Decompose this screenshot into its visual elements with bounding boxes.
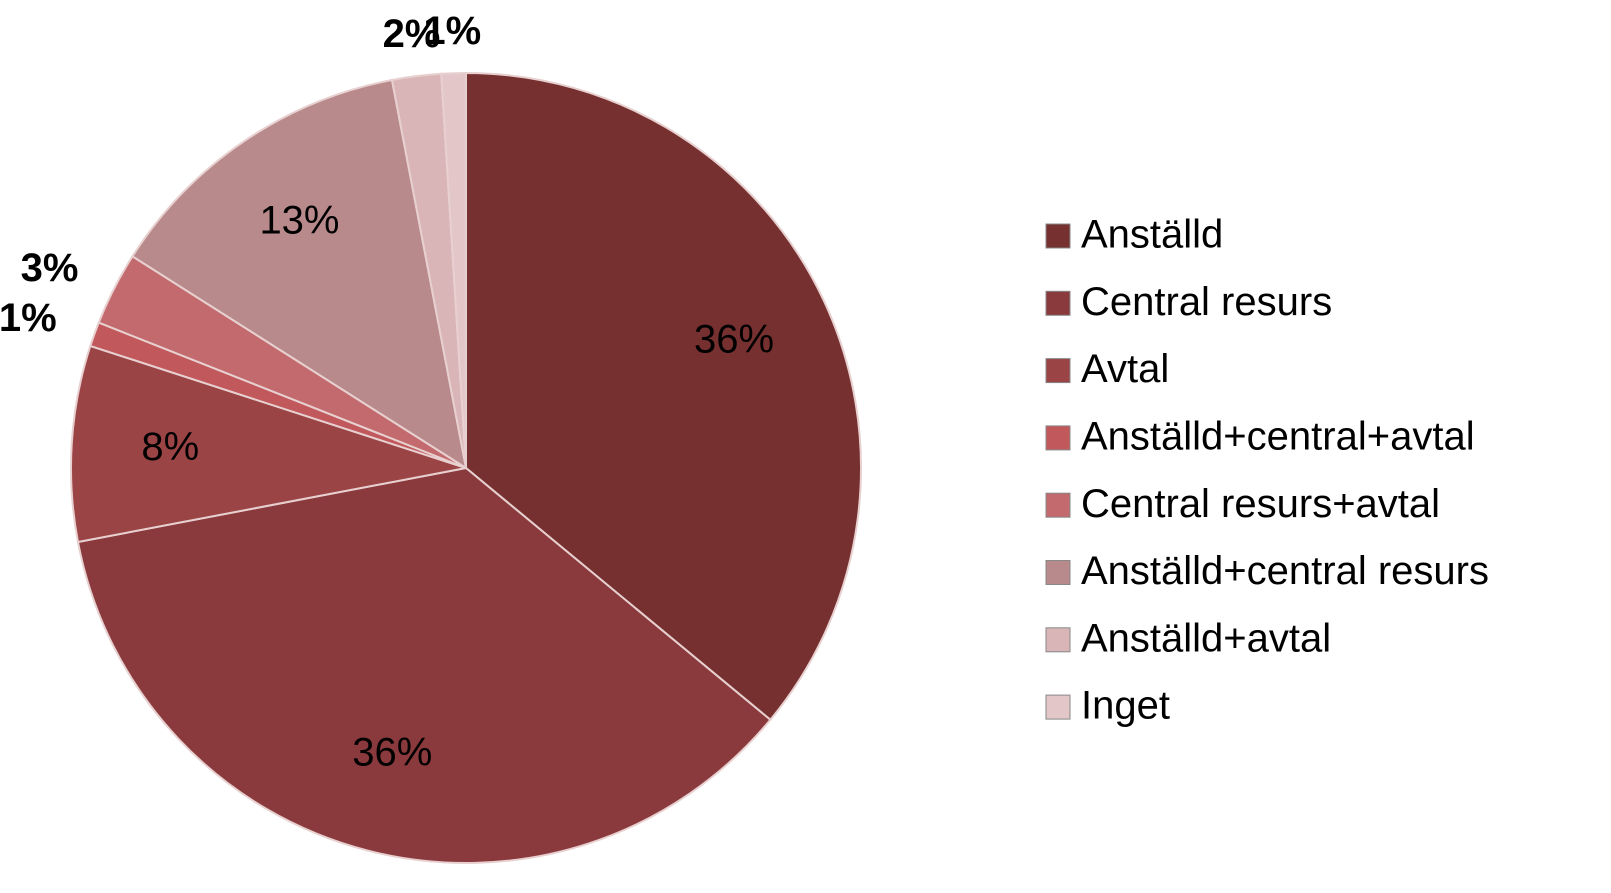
- pie-slice: [465, 71, 862, 722]
- data-label: 1%: [0, 296, 57, 340]
- legend-label: Central resurs+avtal: [1081, 482, 1440, 526]
- legend-label: Anställd: [1081, 213, 1223, 257]
- legend-marker: [1045, 560, 1071, 585]
- pie: [70, 71, 862, 864]
- data-label: 3%: [21, 246, 79, 290]
- data-label: 8%: [141, 425, 199, 469]
- data-labels: 36%36%8%1%3%13%2%1%: [0, 9, 774, 775]
- data-label: 36%: [352, 731, 432, 775]
- legend: Anställd Central resurs Avtal Anställd+cent…: [1045, 213, 1489, 728]
- legend-label: Anställd+central+avtal: [1081, 414, 1475, 458]
- legend-marker: [1045, 627, 1071, 653]
- legend-marker: [1045, 425, 1071, 451]
- data-label: 2%: [383, 12, 441, 56]
- pie-slice: [131, 78, 468, 471]
- legend-marker: [1045, 290, 1071, 316]
- legend-marker: [1045, 358, 1071, 384]
- legend-label: Anställd+central resurs: [1081, 549, 1489, 593]
- pie-slice: [76, 466, 772, 864]
- pie-slice: [440, 71, 467, 469]
- data-label: 1%: [423, 9, 481, 53]
- legend-label: Inget: [1081, 684, 1170, 728]
- legend-label: Anställd+avtal: [1081, 616, 1331, 660]
- legend-label: Central resurs: [1081, 280, 1332, 324]
- legend-label: Avtal: [1081, 347, 1169, 391]
- legend-marker: [1045, 492, 1071, 518]
- legend-marker: [1045, 223, 1071, 249]
- legend-marker: [1045, 694, 1071, 720]
- pie-slice: [70, 344, 467, 544]
- data-label: 36%: [694, 317, 774, 361]
- data-label: 13%: [259, 199, 339, 243]
